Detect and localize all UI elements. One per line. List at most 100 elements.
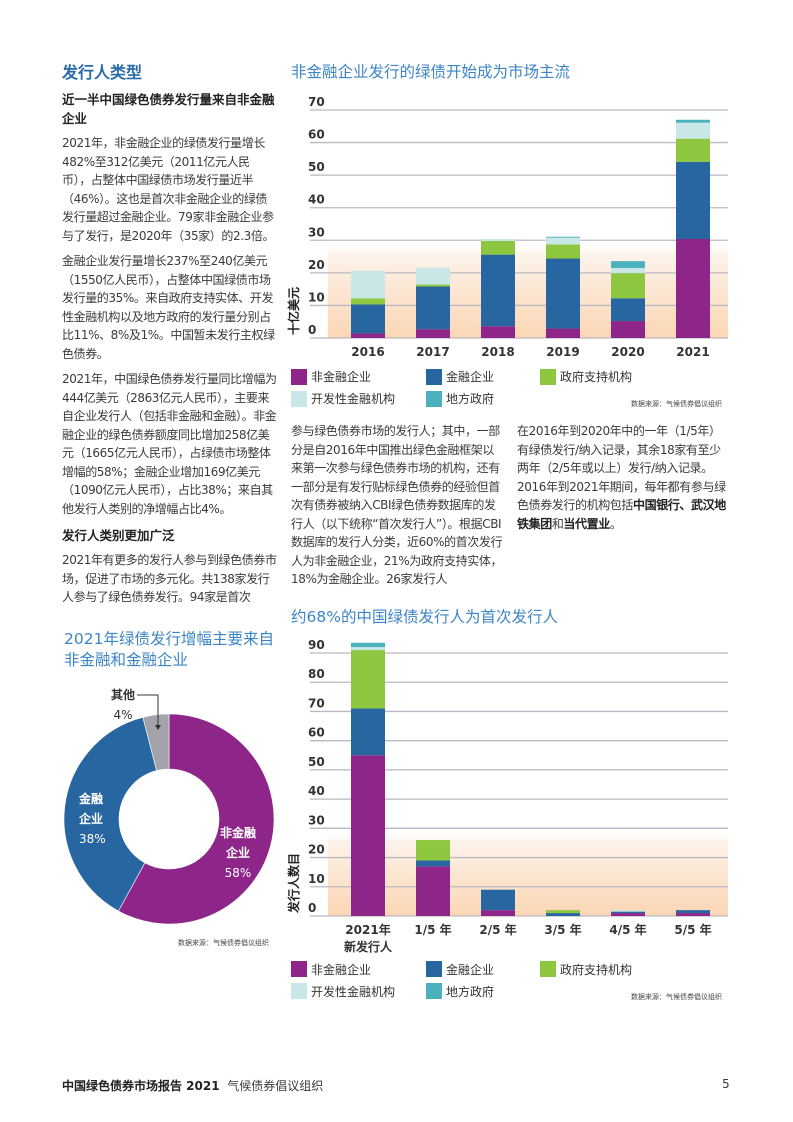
bar-segment-0	[351, 754, 385, 916]
leader-line	[137, 694, 159, 727]
y-tick-label: 80	[308, 667, 325, 681]
x-tick-label: 2021年	[345, 922, 390, 937]
bar-segment-0	[611, 321, 645, 338]
bar-segment-2	[416, 284, 450, 287]
source-note: 数据来源：气候债券倡议组织	[631, 400, 722, 408]
y-tick-label: 40	[308, 193, 325, 207]
legend-label: 开发性金融机构	[311, 392, 396, 406]
x-tick-label: 4/5 年	[609, 922, 646, 937]
chart-title: 非金融企业发行的绿债开始成为市场主流	[291, 63, 571, 81]
bar-segment-1	[546, 258, 580, 329]
bar-segment-3	[611, 267, 645, 274]
chart-title: 2021年绿债发行增幅主要来自非金融和金融企业	[64, 629, 274, 669]
slice-label-nonfin: 企业	[225, 845, 250, 860]
bar-segment-1	[351, 708, 385, 755]
paragraph: 在2016年到2020年中的一年（1/5年）有绿债发行/纳入记录，其余18家有至…	[517, 424, 726, 531]
donut-slice-1	[63, 716, 157, 911]
bar-segment-2	[351, 649, 385, 709]
bar-segment-1	[481, 254, 515, 327]
legend-item: 金融企业	[426, 961, 494, 978]
bar-segment-1	[676, 909, 710, 913]
x-tick-label: 1/5 年	[414, 922, 451, 937]
slice-label-fin: 金融	[78, 791, 103, 806]
paragraph: 2021年，中国绿色债券发行量同比增幅为444亿美元（2863亿元人民币），主要…	[62, 372, 277, 516]
y-tick-label: 10	[308, 871, 325, 885]
bar-segment-2	[481, 240, 515, 255]
legend-label: 政府支持机构	[560, 370, 633, 384]
legend: 非金融企业 金融企业 政府支持机构开发性金融机构 地方政府	[291, 368, 731, 408]
slice-label-nonfin: 58%	[225, 866, 252, 880]
bar-segment-4	[611, 261, 645, 268]
legend-swatch	[540, 368, 556, 385]
legend-label: 金融企业	[446, 962, 495, 977]
donut-slice-2	[142, 713, 170, 771]
bar-segment-3	[351, 270, 385, 299]
subheading: 近一半中国绿色债券发行量来自非金融企业	[62, 92, 275, 126]
bar-segment-0	[416, 329, 450, 338]
legend-item: 非金融企业	[291, 368, 371, 385]
legend-swatch	[291, 983, 307, 999]
y-tick-label: 20	[308, 258, 325, 272]
legend-item: 地方政府	[426, 390, 494, 407]
bar-segment-3	[481, 238, 515, 241]
y-tick-label: 60	[308, 128, 325, 142]
background-gradient	[328, 240, 728, 338]
source-note: 数据来源：气候债券倡议组织	[178, 938, 269, 947]
chart-title: 约68%的中国绿债发行人为首次发行人	[291, 607, 558, 626]
y-tick-label: 40	[308, 784, 325, 798]
paragraph: 2021年有更多的发行人参与到绿色债券市场，促进了市场的多元化。共138家发行人…	[62, 553, 277, 604]
bold-text: 当代置业	[563, 516, 610, 531]
slice-label-fin: 38%	[79, 832, 106, 846]
y-tick-label: 0	[308, 323, 316, 337]
legend-label: 非金融企业	[311, 962, 372, 977]
legend-swatch	[540, 961, 556, 977]
legend-item: 非金融企业	[291, 961, 371, 978]
y-tick-label: 70	[308, 696, 325, 710]
bar-segment-3	[676, 122, 710, 139]
bar-segment-2	[611, 273, 645, 299]
x-tick-label: 2018	[481, 345, 514, 359]
legend-swatch	[426, 390, 442, 407]
paragraph: 金融企业发行量增长237%至240亿美元（1550亿人民币），占整体中国绿债市场…	[62, 254, 275, 361]
bar-segment-0	[481, 326, 515, 338]
legend-label: 金融企业	[446, 370, 495, 384]
bar-segment-3	[416, 267, 450, 285]
legend-swatch	[426, 368, 442, 385]
y-axis-label: 十亿美元	[286, 287, 301, 335]
bar-segment-2	[416, 839, 450, 860]
bold-text: 中国银行、武汉地铁集团	[517, 498, 726, 531]
bar-segment-1	[351, 304, 385, 334]
y-tick-label: 90	[308, 638, 325, 652]
subheading: 发行人类别更加广泛	[62, 528, 175, 543]
footer-org: 气候债券倡议组织	[227, 1079, 324, 1093]
bar-segment-1	[546, 912, 580, 916]
legend-label: 开发性金融机构	[311, 984, 396, 999]
x-tick-label: 3/5 年	[544, 922, 581, 937]
bar-segment-0	[481, 909, 515, 916]
legend-swatch	[291, 961, 307, 977]
slice-label-other: 其他	[111, 687, 135, 702]
y-tick-label: 60	[308, 725, 325, 739]
bar-segment-2	[351, 298, 385, 305]
section-title: 发行人类型	[62, 63, 143, 82]
x-tick-label: 新发行人	[344, 939, 393, 954]
bar-segment-3	[611, 909, 645, 912]
legend-item: 开发性金融机构	[291, 390, 395, 407]
y-axis-label: 发行人数目	[286, 852, 301, 913]
bar-segment-0	[546, 328, 580, 338]
left-column: 发行人类型 近一半中国绿色债券发行量来自非金融企业 2021年，非金融企业的绿债…	[62, 62, 277, 948]
y-tick-label: 30	[308, 225, 325, 239]
legend-label: 非金融企业	[311, 370, 372, 384]
y-tick-label: 50	[308, 754, 325, 768]
leader-arrow	[155, 724, 161, 730]
bar-segment-4	[546, 236, 580, 238]
bar-segment-2	[676, 138, 710, 162]
legend-swatch	[426, 961, 442, 977]
x-tick-label: 2021	[676, 345, 709, 359]
legend-label: 地方政府	[446, 984, 495, 999]
slice-label-nonfin: 非金融	[220, 825, 256, 840]
bar-segment-2	[546, 909, 580, 913]
legend-item: 政府支持机构	[540, 961, 632, 978]
legend-item: 地方政府	[426, 983, 494, 1000]
